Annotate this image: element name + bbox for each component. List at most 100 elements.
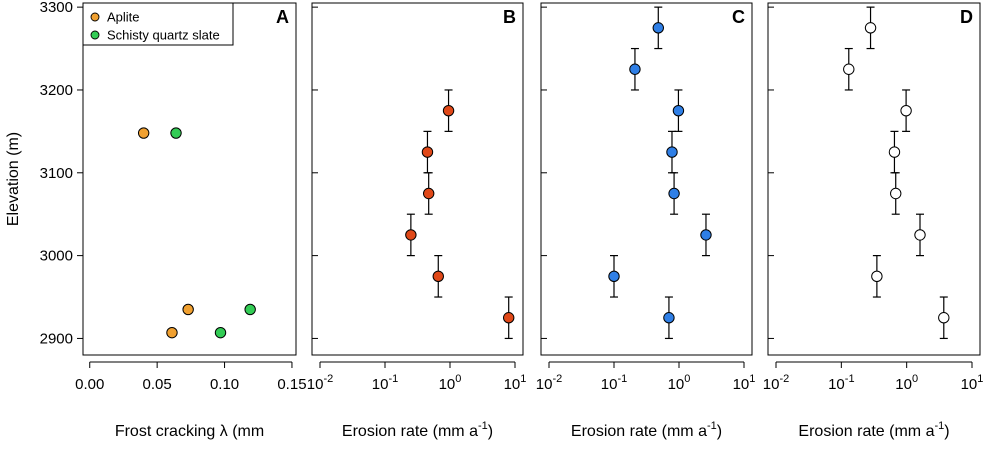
x-tick-label: 101 <box>733 373 756 393</box>
data-point <box>700 229 712 241</box>
y-axis-label: Elevation (m) <box>5 132 22 226</box>
y-tick-label: 2900 <box>40 330 73 347</box>
data-point <box>900 104 912 117</box>
x-axis-label: Erosion rate (mm a-1) <box>798 420 949 440</box>
x-tick-label: 100 <box>895 373 918 393</box>
y-tick-label: 3300 <box>40 0 73 16</box>
legend-label: Aplite <box>107 10 140 25</box>
panel-frame <box>82 2 297 356</box>
data-point <box>432 270 444 283</box>
data-point <box>888 146 901 158</box>
data-point-aplite <box>137 127 150 139</box>
data-point <box>405 229 417 241</box>
x-axis-label-text: Erosion rate (mm a <box>571 423 707 440</box>
x-axis-label: Erosion rate (mm a-1) <box>571 420 722 440</box>
x-tick-label: 10-2 <box>307 373 333 393</box>
x-tick-label: 10-2 <box>536 373 562 393</box>
data-point <box>672 104 685 117</box>
x-tick-exponent: 0 <box>684 373 690 385</box>
x-axis-label-text: Frost cracking λ (mm <box>115 423 264 440</box>
legend-box <box>82 2 234 46</box>
data-point <box>629 63 641 75</box>
x-tick-base: 10 <box>372 376 389 393</box>
legend-marker <box>90 30 100 40</box>
data-point <box>938 312 950 324</box>
x-tick-exponent: 0 <box>912 373 918 385</box>
x-tick-base: 10 <box>536 376 553 393</box>
x-tick-base: 10 <box>307 376 324 393</box>
panel-a: A 0.00 0.05 0.10 0.15 Frost cracking λ (mm Apl… <box>75 2 307 440</box>
legend-marker <box>90 12 100 22</box>
data-point <box>422 187 435 200</box>
x-tick-exponent: -1 <box>388 373 398 385</box>
panel-label: D <box>960 7 973 27</box>
y-tick-label: 3000 <box>40 248 73 265</box>
legend: Aplite Schisty quartz slate <box>82 2 234 46</box>
x-tick-label: 0.00 <box>75 376 104 393</box>
x-axis-label-superscript: -1 <box>478 420 488 432</box>
x-tick-label: 10-2 <box>763 373 789 393</box>
data-point-schisty-quartz-slate <box>170 127 182 139</box>
x-tick-base: 10 <box>828 376 845 393</box>
x-tick-base: 10 <box>601 376 618 393</box>
x-tick-exponent: 0 <box>455 373 461 385</box>
x-tick-label: 101 <box>961 373 984 393</box>
x-axis-label-text: Erosion rate (mm a <box>342 423 478 440</box>
x-tick-base: 10 <box>961 376 978 393</box>
x-tick-label: 0.15 <box>277 376 306 393</box>
x-axis-label: Erosion rate (mm a-1) <box>342 420 493 440</box>
x-tick-label: 10-1 <box>828 373 854 393</box>
x-tick-base: 10 <box>763 376 780 393</box>
panel-label: A <box>276 7 289 27</box>
data-point <box>666 146 678 158</box>
data-point <box>652 22 664 34</box>
x-tick-exponent: 1 <box>520 373 526 385</box>
panel-label: B <box>503 7 516 27</box>
x-tick-label: 10-1 <box>601 373 627 393</box>
x-tick-label: 0.05 <box>143 376 172 393</box>
x-tick-label: 100 <box>668 373 691 393</box>
data-point <box>663 312 675 324</box>
x-axis-label-end: ) <box>717 423 722 440</box>
x-tick-exponent: -1 <box>845 373 855 385</box>
data-point <box>871 270 883 283</box>
x-axis-label-superscript: -1 <box>707 420 717 432</box>
data-point-aplite <box>182 303 194 316</box>
x-tick-label: 10-1 <box>372 373 398 393</box>
x-tick-base: 10 <box>439 376 456 393</box>
x-tick-label: 0.10 <box>210 376 239 393</box>
data-point <box>442 104 455 117</box>
data-point <box>890 187 902 200</box>
data-point <box>421 146 434 158</box>
data-point <box>503 312 515 324</box>
panel-frame <box>767 2 981 356</box>
x-tick-base: 10 <box>668 376 685 393</box>
x-tick-base: 10 <box>733 376 750 393</box>
x-tick-base: 10 <box>504 376 521 393</box>
panel-label: C <box>732 7 745 27</box>
x-tick-exponent: -2 <box>779 373 789 385</box>
x-tick-exponent: -1 <box>617 373 627 385</box>
shared-y-axis: Elevation (m) 2900 3000 3100 3200 3300 <box>5 0 83 347</box>
x-tick-exponent: -2 <box>323 373 333 385</box>
x-tick-label: 101 <box>504 373 527 393</box>
x-tick-exponent: -2 <box>552 373 562 385</box>
data-point <box>914 229 926 241</box>
y-tick-label: 3100 <box>40 165 73 182</box>
x-tick-exponent: 1 <box>977 373 983 385</box>
legend-label: Schisty quartz slate <box>107 28 220 43</box>
data-point-schisty-quartz-slate <box>214 326 227 339</box>
panel-frame <box>540 2 753 356</box>
y-tick-label: 3200 <box>40 82 73 99</box>
x-tick-exponent: 1 <box>749 373 755 385</box>
x-tick-label: 100 <box>439 373 462 393</box>
data-point <box>668 187 680 200</box>
panel-frame <box>311 2 524 356</box>
data-point <box>843 63 855 75</box>
x-axis-label-text: Erosion rate (mm a <box>798 423 934 440</box>
x-tick-base: 10 <box>895 376 912 393</box>
